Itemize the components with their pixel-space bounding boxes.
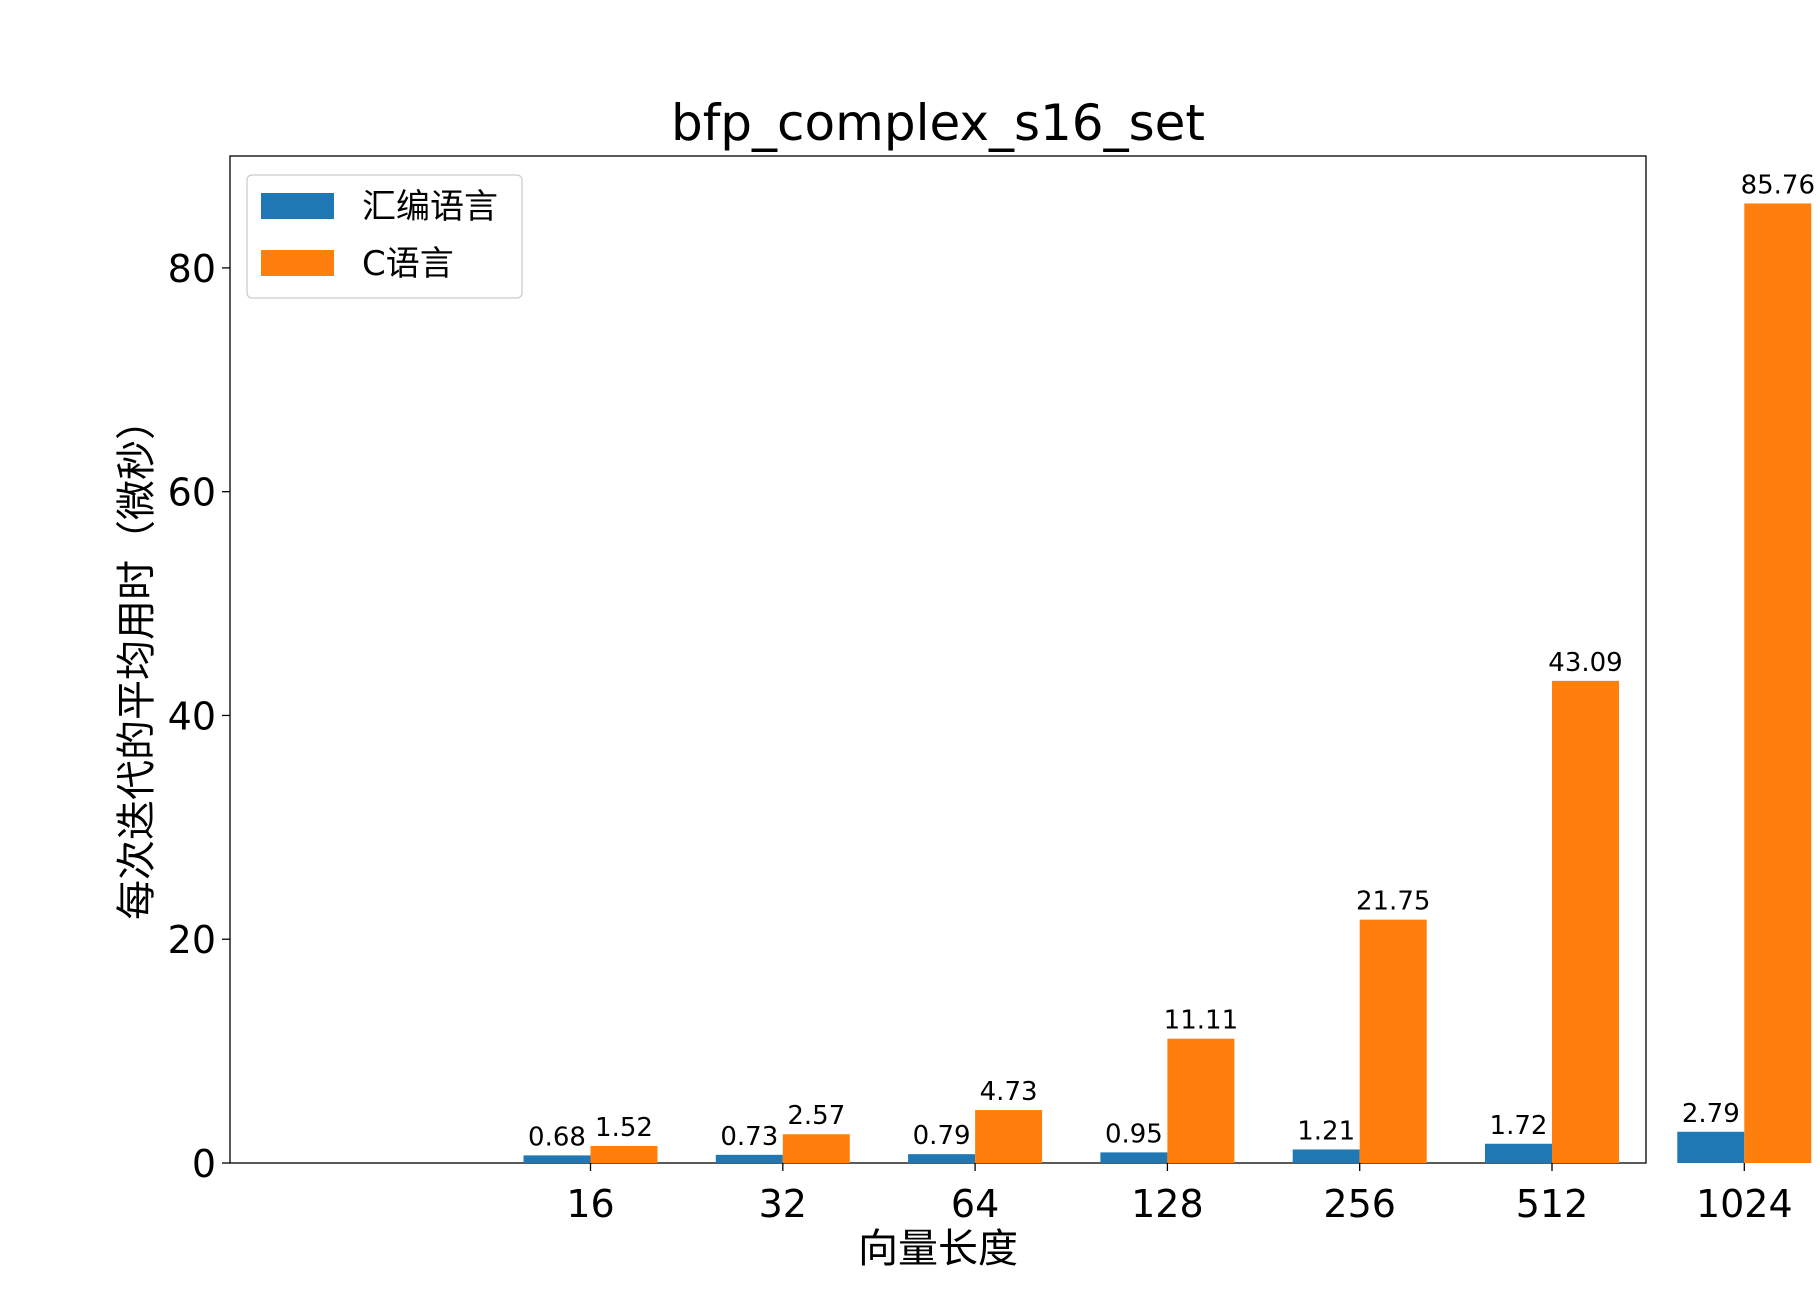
data-label-asm: 0.68 [528,1122,586,1152]
y-tick-label: 40 [168,694,216,738]
bar-c [1744,203,1812,1163]
legend-swatch-c [261,250,334,276]
data-label-asm: 0.73 [720,1122,778,1152]
data-label-c: 2.57 [787,1101,845,1131]
x-tick-label: 16 [566,1182,614,1226]
bar-c [590,1145,658,1163]
bar-c [1552,680,1619,1163]
bar-c [1359,919,1427,1163]
data-label-c: 43.09 [1548,648,1622,678]
bar-asm [523,1155,591,1163]
chart-title: bfp_complex_s16_set [671,94,1205,152]
bar-c [1167,1038,1235,1163]
x-tick-label: 64 [951,1182,999,1226]
data-label-asm: 0.95 [1105,1119,1163,1149]
y-tick-label: 80 [168,247,216,291]
x-tick-label: 32 [759,1182,807,1226]
x-tick-label: 256 [1323,1182,1396,1226]
bar-asm [715,1154,783,1163]
legend-label-asm: 汇编语言 [362,187,498,227]
bar-c [782,1134,850,1163]
data-label-c: 1.52 [595,1113,653,1143]
data-label-c: 85.76 [1741,170,1815,200]
bar-asm [1100,1152,1168,1163]
y-tick-label: 20 [168,918,216,962]
x-tick-label: 128 [1131,1182,1204,1226]
data-label-c: 4.73 [980,1077,1038,1107]
plot-area [229,155,1647,1164]
x-tick-label: 1024 [1696,1182,1793,1226]
y-tick-label: 60 [168,471,216,515]
bar-asm [1292,1149,1360,1163]
data-label-asm: 1.21 [1297,1116,1355,1146]
legend: 汇编语言 C语言 [246,174,523,299]
bar-c [975,1110,1043,1163]
data-label-asm: 0.79 [913,1121,971,1151]
y-tick-label: 0 [192,1142,216,1186]
data-label-c: 21.75 [1356,887,1430,917]
y-axis-label: 每次迭代的平均用时（微秒） [114,400,160,920]
bar-asm [1677,1131,1745,1163]
data-label-asm: 2.79 [1682,1099,1740,1129]
bar-asm [1485,1143,1552,1163]
legend-label-c: C语言 [362,244,454,284]
bar-asm [908,1154,976,1163]
x-tick-label: 512 [1516,1182,1589,1226]
data-label-asm: 1.72 [1490,1111,1548,1141]
legend-swatch-asm [261,193,334,219]
data-label-c: 11.11 [1164,1006,1238,1036]
x-axis-label: 向量长度 [858,1226,1018,1272]
